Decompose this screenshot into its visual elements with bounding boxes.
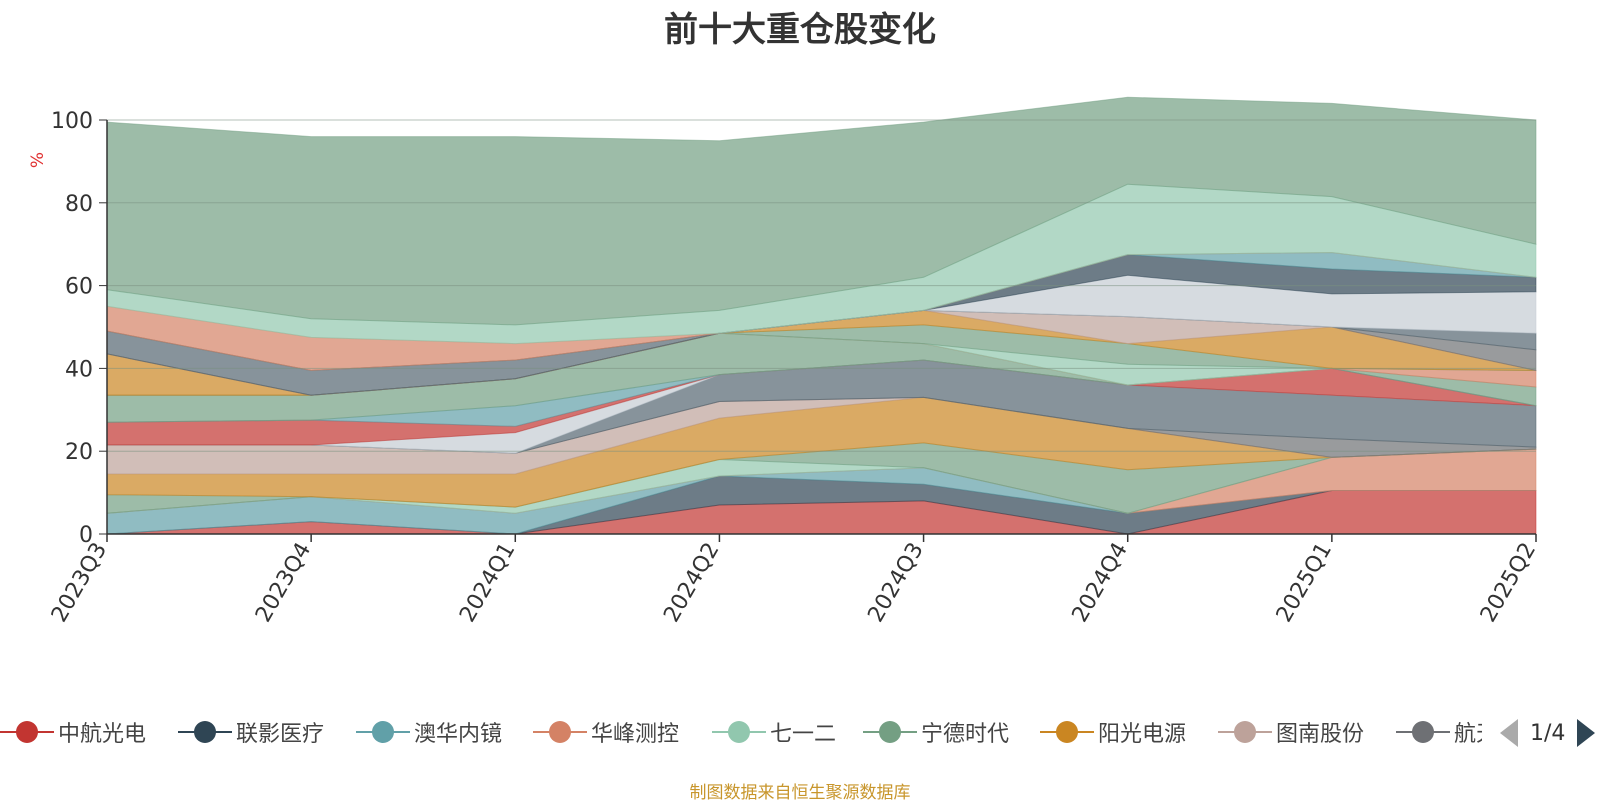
legend-item[interactable]: 图南股份 [1218,712,1364,752]
y-tick-label: 20 [65,440,93,465]
legend-label: 宁德时代 [921,722,1010,747]
legend-marker-icon [178,721,232,743]
y-tick-label: 100 [51,109,93,134]
y-tick-label: 80 [65,192,93,217]
x-tick-label: 2024Q3 [863,539,928,627]
x-tick-label: 2023Q4 [251,539,316,627]
legend-label: 图南股份 [1276,722,1365,747]
series-areas [106,96,1537,535]
legend-marker-icon [1218,721,1272,743]
source-note: 制图数据来自恒生聚源数据库 [689,783,911,803]
area-series-27 [106,96,1537,326]
chart-title: 前十大重仓股变化 [664,10,936,50]
x-tick-label: 2023Q3 [47,539,112,627]
y-tick-label: 40 [65,357,93,382]
x-tick-label: 2024Q1 [455,539,520,627]
stacked-area-chart: 0 20 40 60 80 100 2023Q3 2023Q4 2024Q1 2024Q2 2024… [47,96,1541,627]
x-tick-label: 2025Q2 [1476,539,1541,627]
legend-label: 澳华内镜 [414,722,503,747]
legend-label: 航天电器 [1454,722,1482,747]
legend-label: 阳光电源 [1098,722,1187,747]
legend-item[interactable]: 七一二 [712,712,836,752]
y-tick-label: 60 [65,275,93,300]
legend-pager: 1/4 [1500,718,1596,748]
legend-marker-icon [356,721,410,743]
legend-marker-icon [712,721,766,743]
legend-item[interactable]: 联影医疗 [178,712,324,752]
y-tick-label: 0 [79,523,93,548]
legend-item[interactable]: 宁德时代 [863,712,1009,752]
legend-label: 七一二 [770,722,837,747]
x-tick-label: 2024Q4 [1068,539,1133,627]
legend-marker-icon [863,721,917,743]
legend-page-indicator: 1/4 [1530,720,1566,746]
x-tick-label: 2024Q2 [659,539,724,627]
legend-item[interactable]: 澳华内镜 [356,712,502,752]
legend-items: 中航光电 联影医疗 澳华内镜 华峰测控 七一二 宁德时代 阳光电源 图南股份 航天电器 [0,712,1482,752]
legend-item[interactable]: 华峰测控 [533,712,679,752]
legend-item[interactable]: 中航光电 [0,712,146,752]
legend-marker-icon [1040,721,1094,743]
legend-next-page-icon[interactable] [1577,719,1596,747]
legend-label: 华峰测控 [591,722,680,747]
x-tick-label: 2025Q1 [1272,539,1337,627]
legend-item[interactable]: 航天电器 [1396,712,1482,752]
legend-item[interactable]: 阳光电源 [1040,712,1186,752]
legend: 中航光电 联影医疗 澳华内镜 华峰测控 七一二 宁德时代 阳光电源 图南股份 航天电器 [0,712,1600,752]
legend-marker-icon [533,721,587,743]
legend-marker-icon [1396,721,1450,743]
legend-label: 联影医疗 [236,722,325,747]
legend-prev-page-icon[interactable] [1500,719,1518,747]
legend-label: 中航光电 [58,722,147,747]
legend-marker-icon [0,721,54,743]
